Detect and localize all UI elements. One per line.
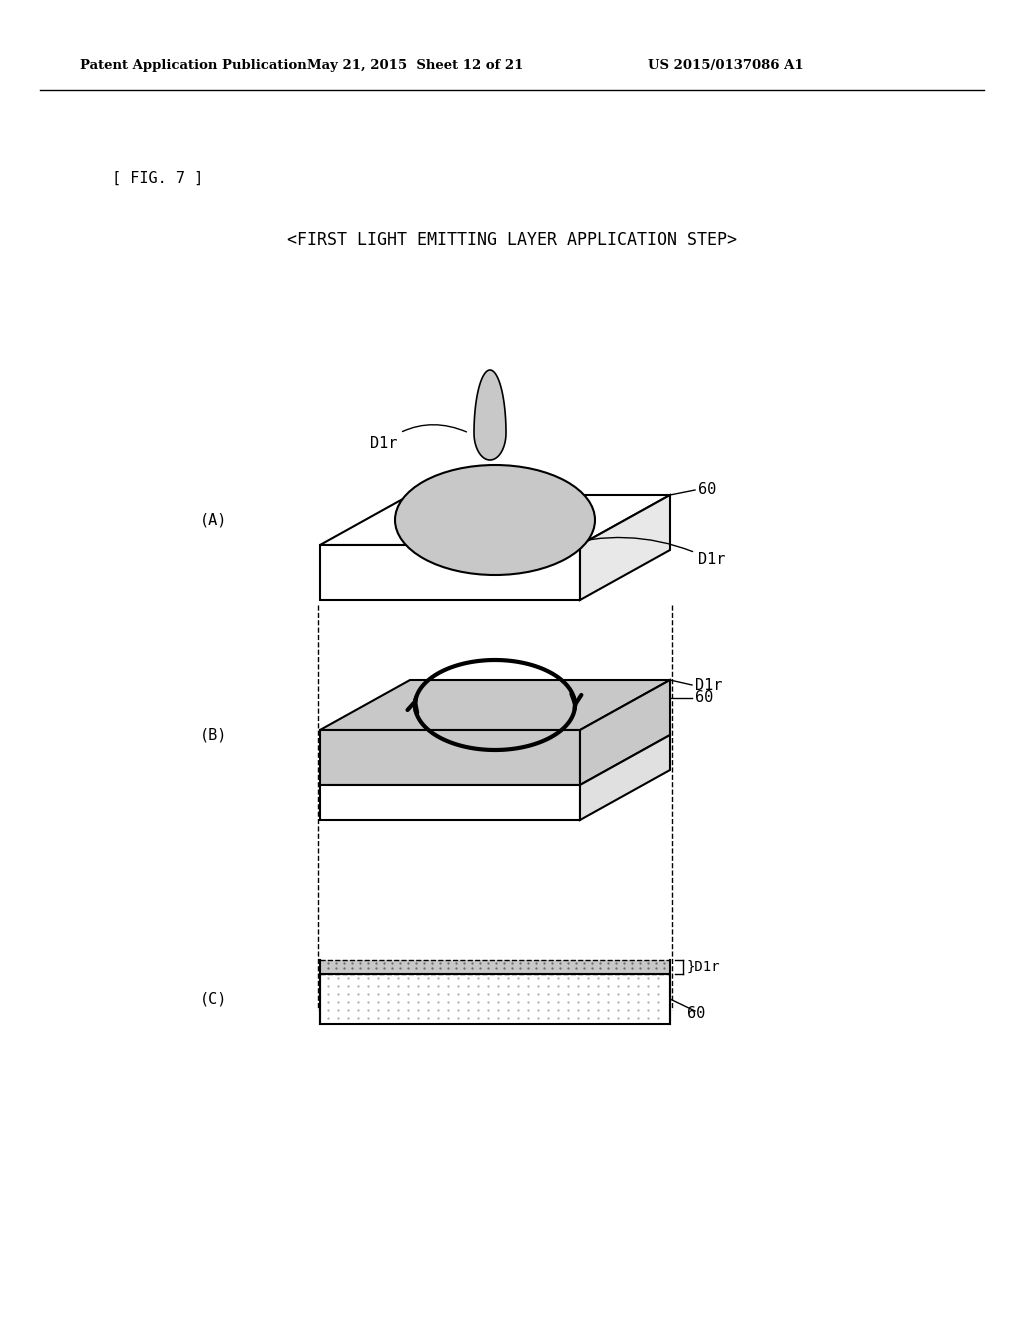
Polygon shape [580, 495, 670, 601]
Text: (A): (A) [200, 512, 227, 528]
Text: (C): (C) [200, 991, 227, 1006]
Text: <FIRST LIGHT EMITTING LAYER APPLICATION STEP>: <FIRST LIGHT EMITTING LAYER APPLICATION … [287, 231, 737, 249]
Text: }D1r: }D1r [687, 960, 721, 974]
Bar [319, 974, 670, 1024]
Text: US 2015/0137086 A1: US 2015/0137086 A1 [648, 58, 804, 71]
Text: [ FIG. 7 ]: [ FIG. 7 ] [112, 170, 203, 186]
Ellipse shape [395, 465, 595, 576]
Polygon shape [319, 495, 670, 545]
Text: D1r: D1r [370, 425, 467, 450]
Text: 60: 60 [695, 690, 714, 705]
Polygon shape [319, 785, 580, 820]
Polygon shape [319, 545, 580, 601]
Polygon shape [319, 730, 580, 785]
Polygon shape [474, 370, 506, 459]
Text: May 21, 2015  Sheet 12 of 21: May 21, 2015 Sheet 12 of 21 [307, 58, 523, 71]
Polygon shape [319, 680, 670, 730]
Polygon shape [580, 680, 670, 785]
Text: (B): (B) [200, 727, 227, 742]
Polygon shape [580, 735, 670, 820]
Text: Patent Application Publication: Patent Application Publication [80, 58, 307, 71]
Bar [319, 960, 670, 974]
Text: D1r: D1r [558, 537, 725, 568]
Text: D1r: D1r [695, 677, 722, 693]
Text: 60: 60 [687, 1006, 706, 1022]
Text: 60: 60 [698, 483, 716, 498]
